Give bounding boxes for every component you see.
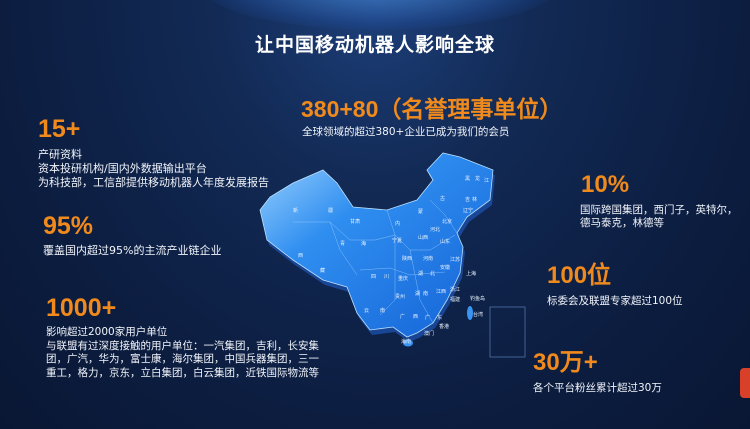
province-label: 广 — [425, 315, 431, 321]
desc-line: 重工，格力，京东，立白集团，白云集团，近铁国际物流等 — [46, 366, 319, 379]
province-label: 黑 — [465, 176, 471, 182]
desc-line: 团，广汽，华为，富士康，海尔集团，中国兵器集团，三一 — [46, 353, 319, 365]
province-label: 重庆 — [398, 276, 409, 282]
desc-line: 国际跨国集团，西门子，英特尔， — [580, 204, 738, 216]
stat-fans-desc: 各个平台粉丝累计超过30万 — [533, 381, 662, 395]
province-label: 蒙 — [418, 209, 424, 215]
province-label: 云 — [364, 308, 370, 314]
province-label: 澳门 — [424, 331, 435, 337]
province-label: 福建 — [450, 297, 461, 303]
south-sea-inset — [489, 306, 526, 358]
stat-coverage-value: 95% — [43, 212, 94, 240]
province-label: 安徽 — [440, 265, 451, 271]
desc-line: 德马泰克，林德等 — [580, 217, 664, 229]
hainan-island — [403, 339, 413, 347]
stat-international-value: 10% — [581, 171, 630, 198]
province-label: 江西 — [436, 289, 447, 295]
province-label: 疆 — [328, 208, 334, 214]
page-title: 让中国移动机器人影响全球 — [254, 34, 495, 56]
desc-line: 为科技部，工信部提供移动机器人年度发展报告 — [38, 176, 269, 189]
province-label: 南 — [423, 291, 429, 297]
stat-coverage-desc: 覆盖国内超过95%的主流产业链企业 — [43, 244, 221, 258]
province-label: 西 — [413, 314, 419, 320]
stat-research-value: 15+ — [38, 115, 81, 143]
stat-members-desc: 全球领域的超过380+企业已成为我们的会员 — [302, 125, 509, 139]
province-label: 吉 — [465, 197, 471, 203]
province-label: 香港 — [439, 324, 450, 330]
province-label: 钓鱼岛 — [470, 296, 486, 302]
stat-research-desc: 产研资料 资本投研机构/国内外数据输出平台 为科技部，工信部提供移动机器人年度发… — [38, 148, 269, 190]
province-label: 山西 — [418, 235, 429, 241]
corner-tab — [740, 368, 750, 398]
province-label: 内 — [395, 221, 401, 227]
province-label: 龙 — [475, 176, 481, 182]
taiwan-island — [467, 306, 473, 320]
province-label: 北 — [430, 271, 436, 277]
stat-international-desc: 国际跨国集团，西门子，英特尔， 德马泰克，林德等 — [580, 204, 738, 230]
province-label: 甘肃 — [350, 219, 361, 225]
province-label: 台湾 — [473, 312, 484, 318]
province-borders — [293, 199, 458, 324]
stat-experts-value: 100位 — [547, 262, 612, 289]
desc-line: 资本投研机构/国内外数据输出平台 — [38, 162, 207, 175]
province-label: 湖 — [418, 271, 424, 277]
province-label: 河北 — [430, 227, 441, 233]
province-label: 古 — [440, 196, 446, 202]
province-label: 东 — [437, 315, 443, 321]
province-label: 湖 — [415, 291, 421, 297]
desc-line: 全球领域的超过380+企业已成为我们的会员 — [302, 126, 510, 138]
map-land — [259, 152, 494, 338]
stat-users-desc: 影响超过2000家用户单位 与联盟有过深度接触的用户单位：一汽集团，吉利，长安集… — [46, 326, 319, 380]
province-label: 江苏 — [450, 257, 461, 263]
desc-line: 影响超过2000家用户单位 — [46, 326, 168, 338]
stat-members-value: 380+80（名誉理事单位） — [301, 96, 563, 122]
province-label: 上海 — [466, 271, 477, 277]
province-label: 江 — [484, 178, 490, 184]
desc-line: 覆盖国内超过95%的主流产业链企业 — [43, 244, 222, 257]
province-label: 新 — [293, 208, 299, 214]
province-label: 青 — [340, 241, 346, 247]
desc-line: 与联盟有过深度接触的用户单位：一汽集团，吉利，长安集 — [46, 339, 319, 352]
stat-experts-desc: 标委会及联盟专家超过100位 — [547, 294, 683, 308]
province-label: 山东 — [440, 239, 451, 245]
province-label: 川 — [384, 274, 390, 280]
province-label: 藏 — [320, 268, 326, 274]
province-label: 辽宁 — [463, 208, 474, 214]
province-label: 贵州 — [395, 294, 406, 300]
stat-users-value: 1000+ — [46, 294, 117, 322]
province-label: 陕西 — [402, 256, 413, 262]
desc-line: 各个平台粉丝累计超过30万 — [533, 382, 662, 394]
province-label: 西 — [298, 253, 304, 259]
desc-line: 标委会及联盟专家超过100位 — [547, 295, 683, 307]
province-label: 海南 — [401, 339, 412, 345]
province-label: 四 — [371, 274, 377, 280]
province-label: 宁夏 — [392, 238, 403, 244]
province-label: 林 — [472, 197, 478, 203]
stat-fans-value: 30万+ — [533, 349, 598, 376]
province-label: 南 — [380, 308, 386, 314]
province-label: 浙江 — [450, 287, 461, 293]
province-label: 河南 — [423, 256, 434, 262]
province-label: 北京 — [442, 219, 453, 225]
province-label: 海 — [361, 241, 367, 247]
province-label: 广 — [400, 314, 406, 320]
desc-line: 产研资料 — [38, 148, 82, 161]
